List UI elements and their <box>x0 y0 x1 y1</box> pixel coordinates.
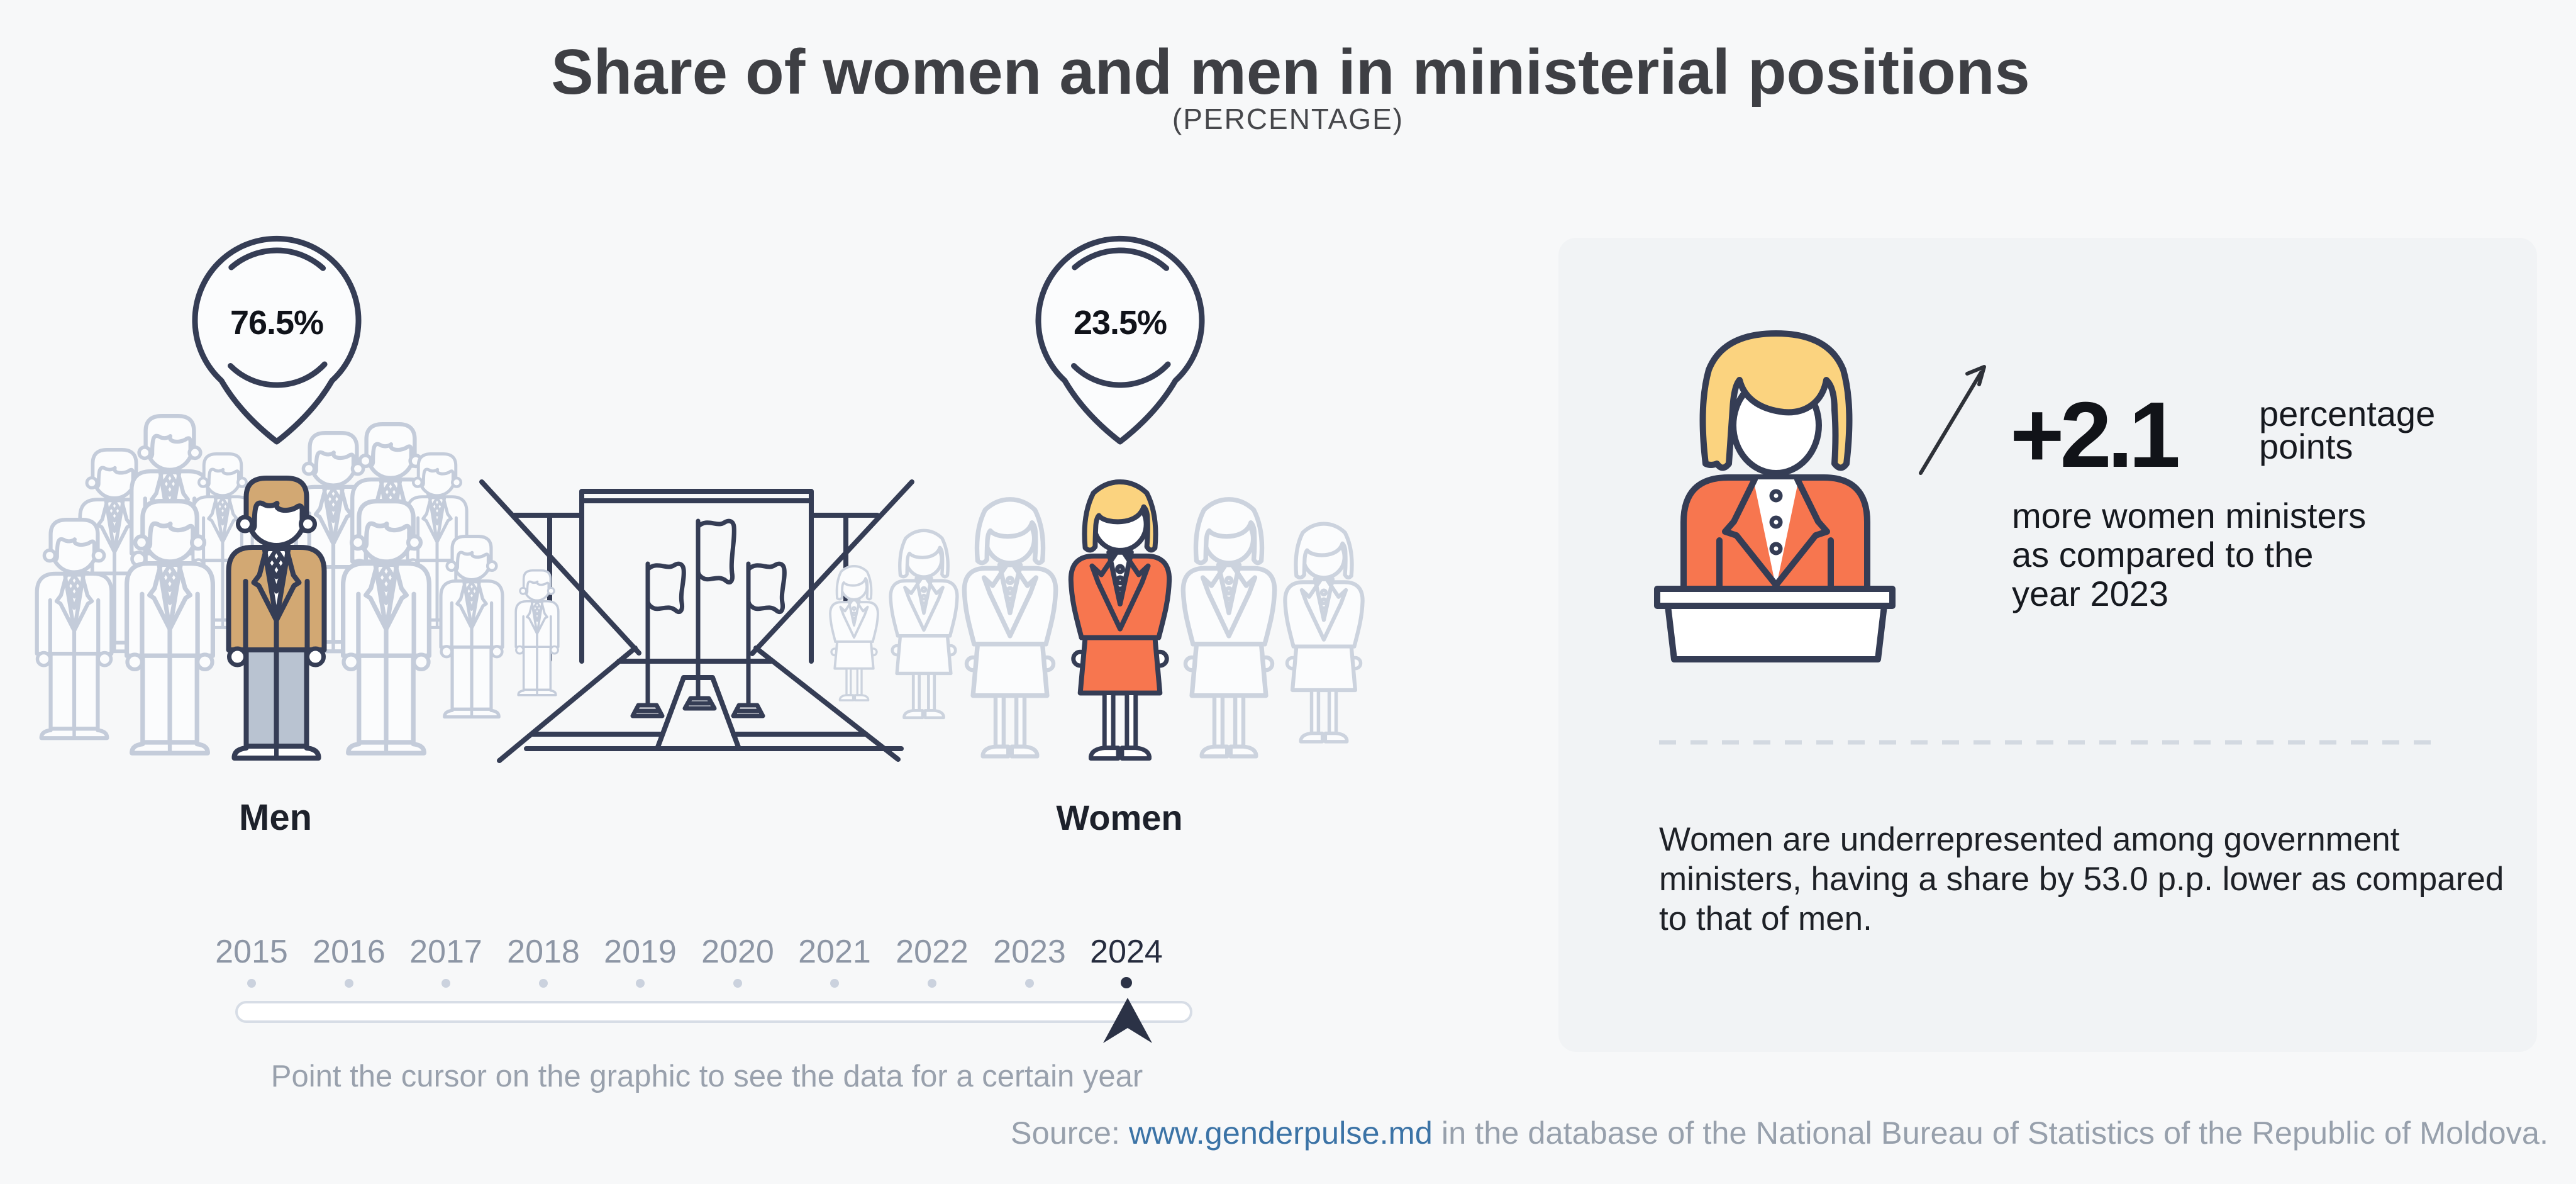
svg-text:+2.1: +2.1 <box>2010 383 2179 487</box>
svg-text:2019: 2019 <box>604 934 677 970</box>
svg-text:as compared to the: as compared to the <box>2012 535 2313 574</box>
svg-text:more women ministers: more women ministers <box>2012 496 2366 535</box>
svg-text:2018: 2018 <box>507 934 580 970</box>
svg-text:(PERCENTAGE): (PERCENTAGE) <box>1172 103 1404 135</box>
svg-text:76.5%: 76.5% <box>230 304 323 342</box>
svg-text:Point the cursor on the graphi: Point the cursor on the graphic to see t… <box>271 1059 1143 1093</box>
svg-text:2020: 2020 <box>701 934 774 970</box>
svg-text:Men: Men <box>239 797 312 838</box>
svg-text:Women: Women <box>1056 798 1182 837</box>
svg-text:2023: 2023 <box>993 934 1066 970</box>
svg-text:year 2023: year 2023 <box>2012 574 2168 613</box>
svg-text:Share of women and men in mini: Share of women and men in ministerial po… <box>551 37 2029 108</box>
svg-text:2016: 2016 <box>313 934 386 970</box>
svg-text:Women are underrepresented amo: Women are underrepresented among governm… <box>1659 821 2400 858</box>
svg-text:2017: 2017 <box>409 934 482 970</box>
svg-text:2022: 2022 <box>896 934 969 970</box>
svg-text:Source: www.genderpulse.md in: Source: www.genderpulse.md in the databa… <box>1011 1115 2548 1151</box>
svg-text:percentage: percentage <box>2259 394 2435 433</box>
svg-text:ministers, having a share by 5: ministers, having a share by 53.0 p.p. l… <box>1659 861 2504 898</box>
svg-text:2021: 2021 <box>798 934 871 970</box>
svg-text:2024: 2024 <box>1090 934 1163 970</box>
svg-text:2015: 2015 <box>215 934 288 970</box>
svg-text:23.5%: 23.5% <box>1074 304 1167 342</box>
svg-text:to that of men.: to that of men. <box>1659 900 1872 937</box>
svg-text:points: points <box>2259 427 2353 466</box>
